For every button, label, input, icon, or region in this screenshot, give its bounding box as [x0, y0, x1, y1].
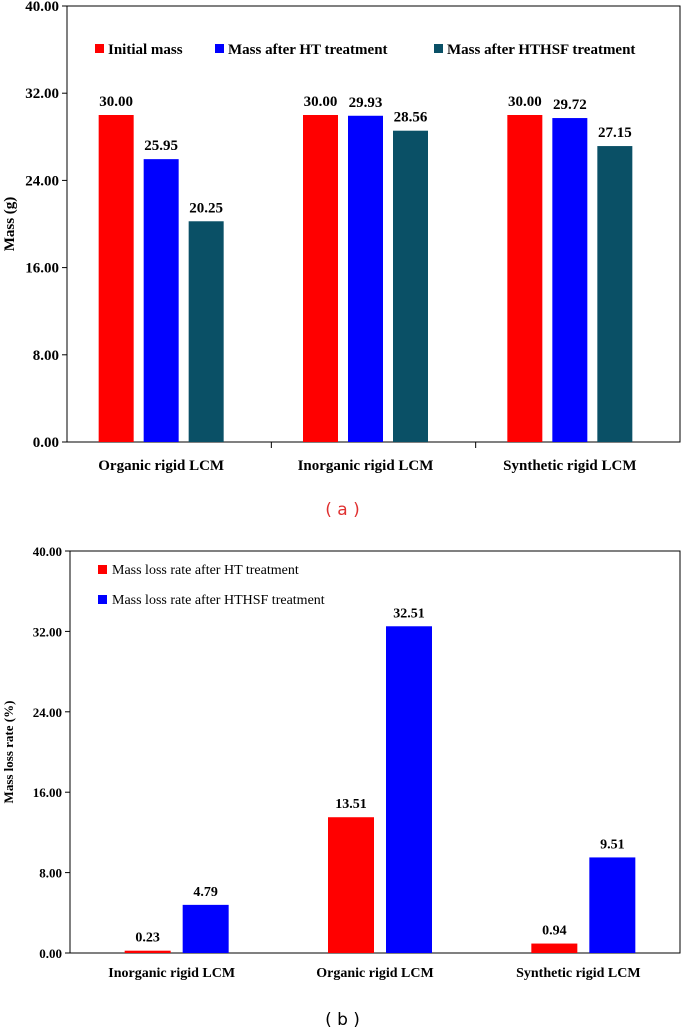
legend-label: Mass loss rate after HTHSF treatment: [112, 593, 325, 608]
y-tick-label: 8.00: [39, 866, 62, 881]
legend-label: Mass after HT treatment: [228, 42, 388, 58]
y-tick-label: 8.00: [33, 348, 59, 364]
y-axis-label: Mass (g): [2, 197, 18, 252]
legend-label: Mass loss rate after HT treatment: [112, 563, 299, 578]
y-tick-label: 0.00: [33, 435, 59, 451]
plot-frame: [69, 550, 681, 954]
bar: [507, 115, 543, 442]
x-category-label: Organic rigid LCM: [316, 966, 433, 981]
data-label: 30.00: [508, 94, 542, 110]
data-label: 30.00: [304, 94, 338, 110]
bar: [386, 626, 432, 953]
y-tick-label: 40.00: [25, 0, 59, 15]
data-label: 29.93: [349, 95, 383, 111]
legend-swatch: [434, 44, 443, 53]
legend-label: Initial mass: [108, 42, 183, 58]
bar: [182, 904, 229, 953]
bar: [98, 115, 134, 442]
data-label: 0.23: [135, 931, 160, 946]
data-label: 9.51: [600, 837, 625, 852]
bar: [143, 159, 179, 442]
bar: [531, 943, 578, 953]
bar: [597, 146, 633, 442]
legend-swatch: [215, 44, 224, 53]
bar: [303, 115, 338, 442]
bar: [393, 130, 428, 443]
legend-swatch: [98, 565, 107, 574]
data-label: 4.79: [193, 885, 218, 900]
y-tick-label: 16.00: [25, 261, 59, 277]
bar: [552, 118, 588, 442]
x-category-label: Inorganic rigid LCM: [108, 966, 235, 981]
y-tick-label: 40.00: [33, 544, 62, 559]
bar: [188, 221, 224, 442]
y-tick-label: 24.00: [25, 173, 59, 189]
data-label: 27.15: [598, 125, 632, 141]
y-tick-label: 24.00: [33, 705, 62, 720]
x-category-label: Inorganic rigid LCM: [298, 458, 434, 474]
data-label: 28.56: [394, 110, 428, 126]
x-category-label: Synthetic rigid LCM: [516, 966, 640, 981]
data-label: 32.51: [393, 606, 425, 621]
caption-b: ( b ): [325, 1010, 360, 1030]
bar: [589, 857, 636, 953]
chart-a: 0.00 8.00 16.00 24.00 32.00 40.00 Mass (g) 30.0…: [2, 0, 681, 474]
legend-swatch: [98, 595, 107, 604]
legend-label: Mass after HTHSF treatment: [447, 42, 635, 58]
y-tick-label: 32.00: [33, 624, 62, 639]
data-label: 30.00: [99, 94, 133, 110]
data-label: 13.51: [335, 797, 367, 812]
y-tick-label: 32.00: [25, 86, 59, 102]
data-label: 25.95: [144, 138, 178, 154]
bar: [124, 950, 171, 953]
y-axis-label: Mass loss rate (%): [1, 701, 16, 804]
legend-swatch: [95, 44, 104, 53]
caption-a: ( a ): [325, 500, 360, 520]
data-label: 0.94: [542, 924, 567, 939]
x-category-label: Organic rigid LCM: [98, 458, 224, 474]
data-label: 20.25: [189, 200, 223, 216]
x-category-label: Synthetic rigid LCM: [503, 458, 636, 474]
bar: [328, 817, 374, 953]
bar: [348, 115, 383, 442]
data-label: 29.72: [553, 97, 587, 113]
y-tick-label: 0.00: [39, 946, 62, 961]
y-tick-label: 16.00: [33, 785, 62, 800]
